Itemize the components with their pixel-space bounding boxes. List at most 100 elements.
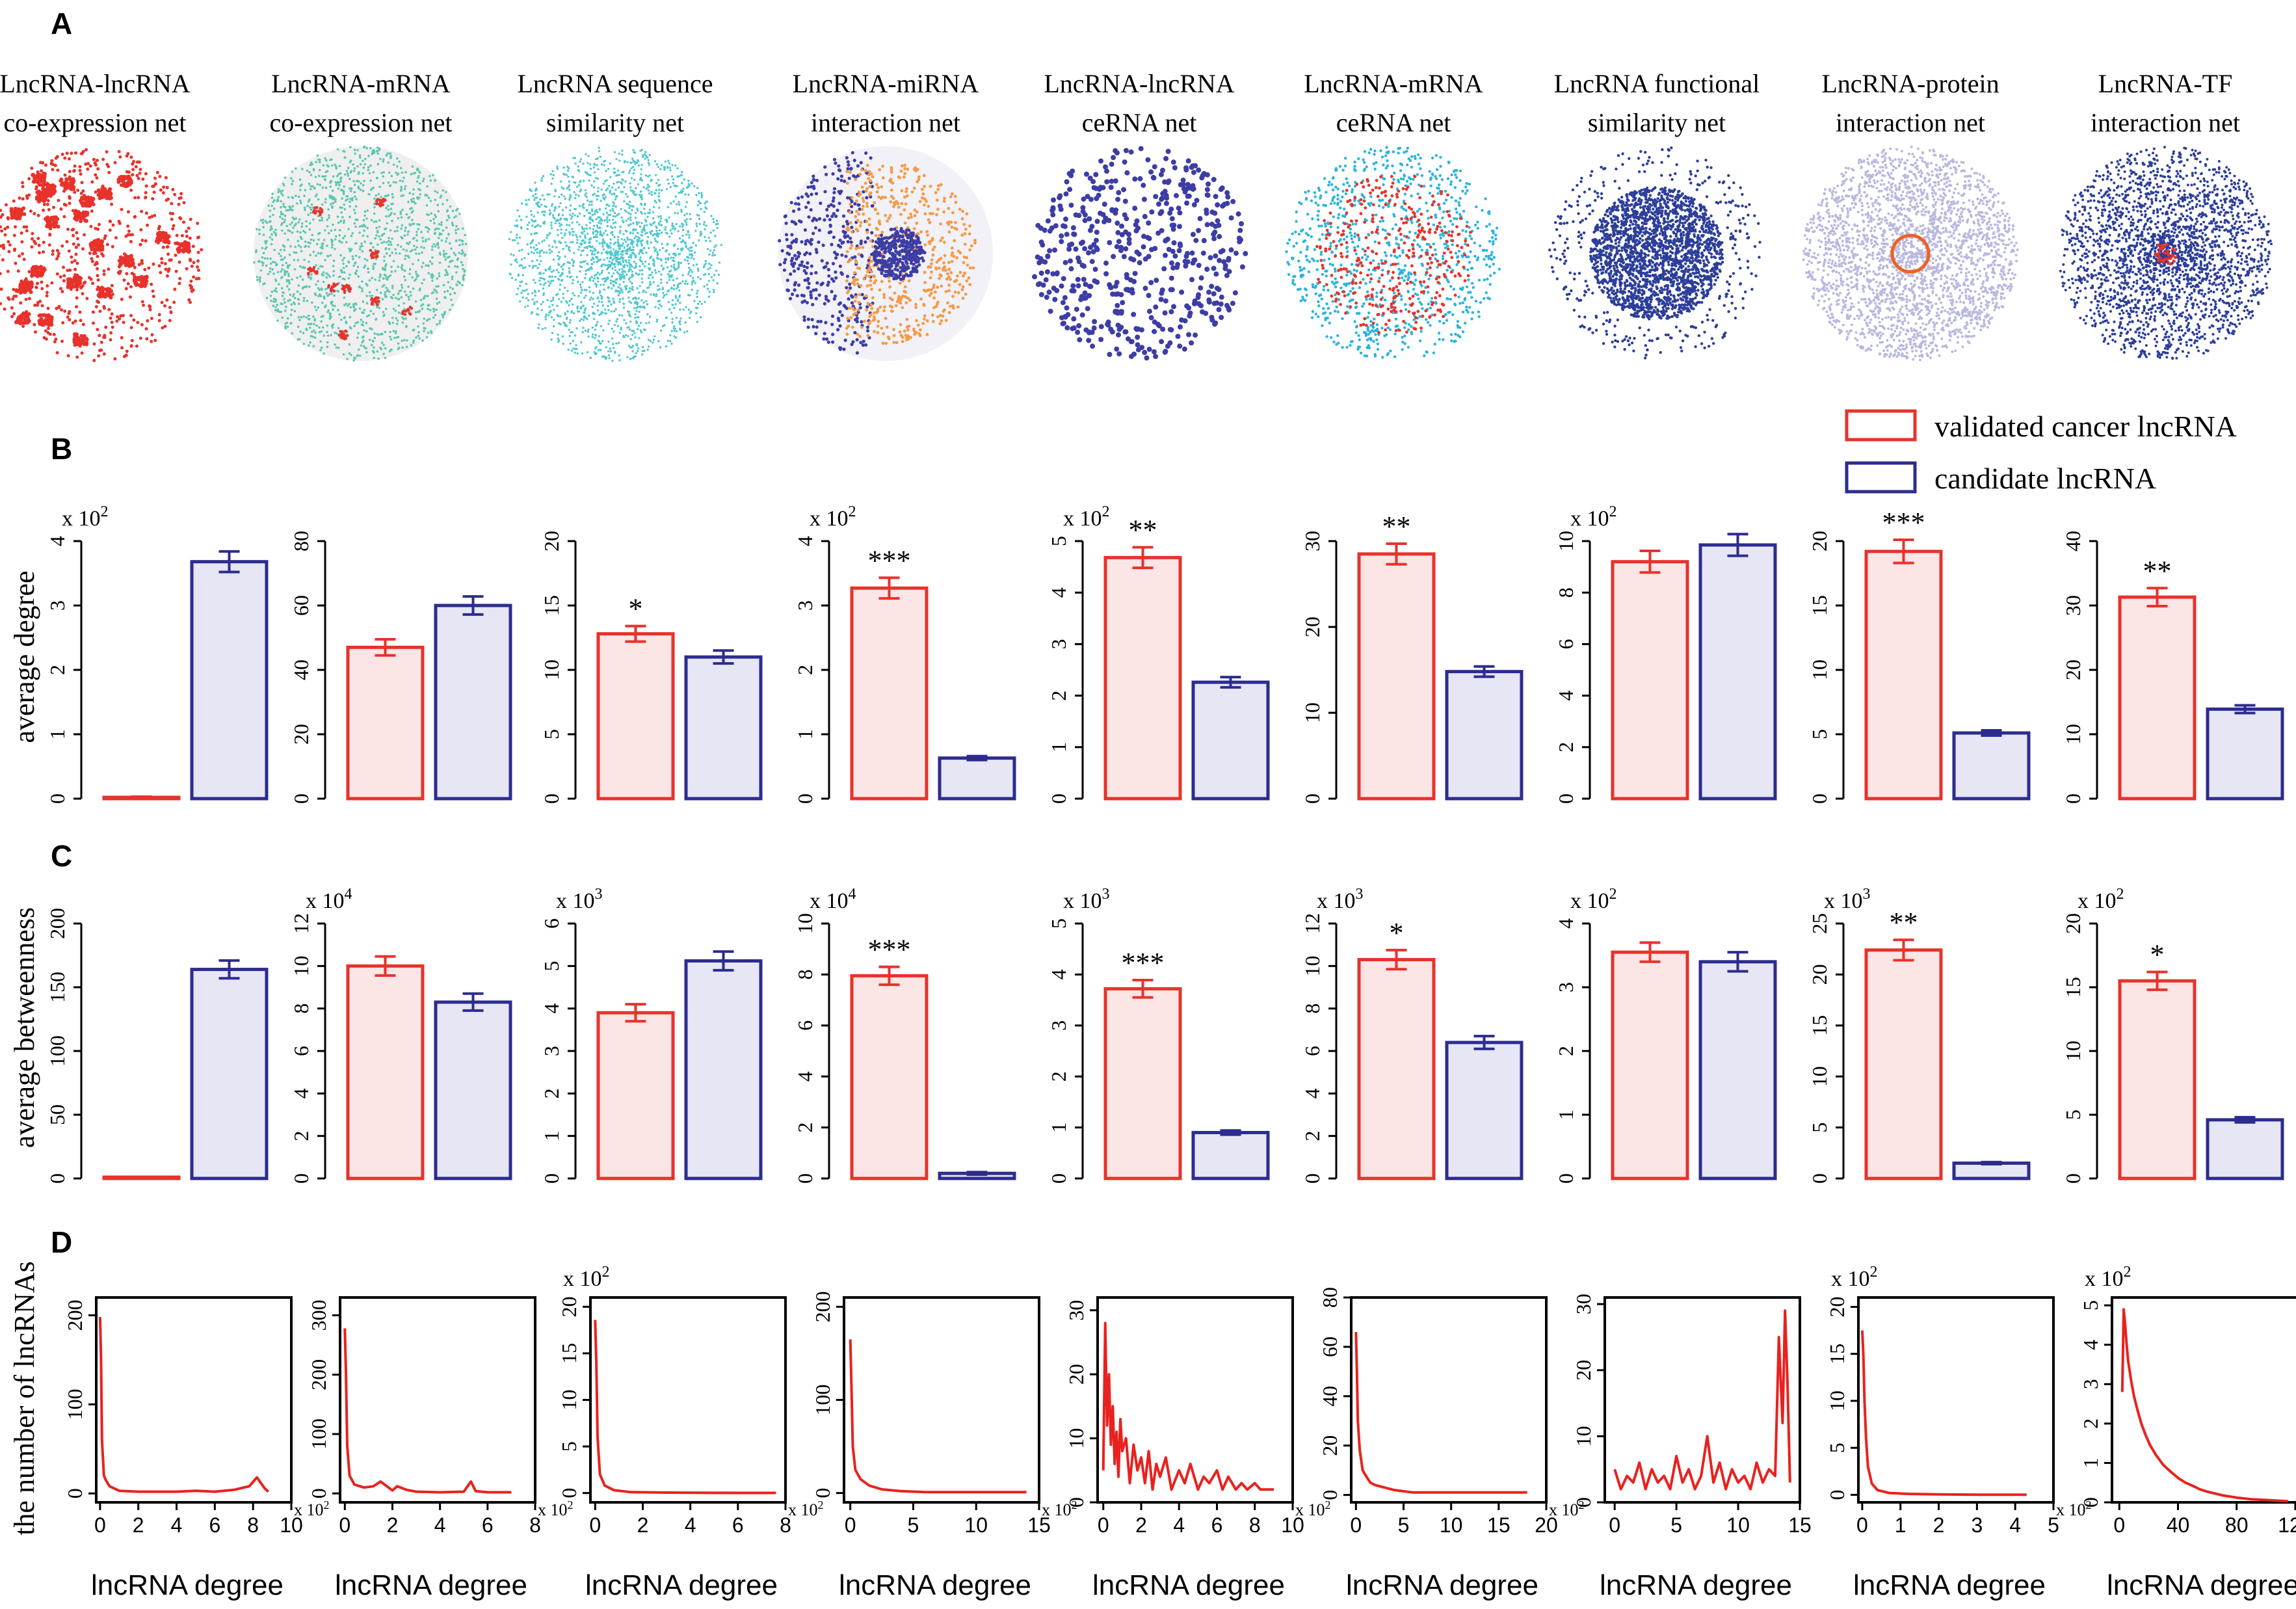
x-tick-label: 2 xyxy=(387,1513,399,1537)
y-scale-base: x 10 xyxy=(1831,1267,1870,1291)
network-graph xyxy=(1548,146,1762,360)
y-tick-label: 20 xyxy=(2061,659,2085,680)
y-tick-label: 10 xyxy=(1300,955,1324,976)
y-tick-label: 10 xyxy=(2061,1041,2085,1061)
x-tick-label: 0 xyxy=(1856,1513,1868,1537)
y-tick-label: 1 xyxy=(793,729,817,739)
x-tick-label: 0 xyxy=(1350,1513,1362,1537)
x-scale-exp: 2 xyxy=(568,1498,574,1511)
y-tick-label: 1 xyxy=(540,1131,563,1141)
y-tick-label: 4 xyxy=(2079,1340,2102,1350)
degree-distribution-line xyxy=(1613,1309,1791,1491)
y-tick-label: 0 xyxy=(1808,1173,1831,1184)
y-tick-label: 0 xyxy=(307,1488,330,1498)
panel-label-c: C xyxy=(51,839,72,873)
y-tick-label: 10 xyxy=(289,955,313,976)
degree-distribution-line xyxy=(594,1320,776,1495)
y-tick-label: 5 xyxy=(557,1441,581,1452)
axis-scale-label: x 102 xyxy=(810,503,856,531)
network-graph xyxy=(778,146,993,361)
x-tick-label: 5 xyxy=(1398,1513,1410,1537)
y-tick-label: 3 xyxy=(1047,639,1070,649)
y-tick-label: 10 xyxy=(1572,1426,1595,1446)
x-tick-label: 0 xyxy=(94,1513,106,1537)
x-tick-label: 8 xyxy=(1249,1513,1261,1537)
y-tick-label: 200 xyxy=(46,908,69,939)
axis-scale-label: x 103 xyxy=(1824,886,1871,913)
x-tick-label: 5 xyxy=(908,1513,919,1537)
degree-distribution-line xyxy=(98,1317,270,1493)
x-tick-label: 8 xyxy=(529,1513,541,1537)
significance-marker: * xyxy=(1390,917,1404,949)
x-scale-exp: 2 xyxy=(1072,1498,1077,1511)
bar-candidate xyxy=(434,1000,512,1180)
y-tick-label: 80 xyxy=(289,531,313,552)
x-axis-label: lncRNA degree xyxy=(1853,1569,2046,1601)
y-tick-label: 0 xyxy=(46,1173,69,1184)
bar-chart-6: 0 10 20 30 ** xyxy=(1300,511,1524,804)
y-tick-label: 0 xyxy=(540,793,563,804)
network-9: LncRNA-TF interaction net xyxy=(2059,69,2273,360)
axis-scale-base: x 10 xyxy=(306,889,345,913)
y-tick-label: 80 xyxy=(1318,1287,1341,1308)
x-scale-exp: 2 xyxy=(1579,1498,1585,1511)
axis-scale-base: x 10 xyxy=(62,507,101,531)
y-tick-label: 0 xyxy=(540,1173,563,1184)
y-tick-label: 50 xyxy=(46,1104,69,1125)
panel-label-d: D xyxy=(51,1225,72,1259)
y-tick-label: 0 xyxy=(2061,793,2085,804)
y-tick-label: 5 xyxy=(1825,1443,1849,1453)
x-tick-label: 10 xyxy=(1281,1513,1304,1537)
y-tick-label: 3 xyxy=(2079,1379,2102,1389)
network-title-line2: co-expression net xyxy=(269,108,452,137)
legend-swatch-candidate xyxy=(1845,461,1917,494)
bar-validated xyxy=(346,645,425,801)
plot-frame xyxy=(589,1296,787,1504)
axis-scale-label: x 102 xyxy=(1570,503,1617,531)
x-tick-label: 1 xyxy=(1895,1513,1907,1537)
y-tick-label: 0 xyxy=(1554,793,1577,804)
network-title-line1: LncRNA-mRNA xyxy=(271,69,451,98)
bar-validated xyxy=(850,974,929,1180)
bar-chart-3: 0 5 10 15 20 * xyxy=(540,531,763,804)
x-tick-label: 6 xyxy=(209,1513,220,1537)
y-tick-label: 10 xyxy=(1808,659,1831,680)
y-tick-label: 3 xyxy=(1047,1020,1070,1031)
bar-validated xyxy=(1611,560,1689,801)
x-tick-label: 20 xyxy=(1535,1513,1558,1537)
y-scale-label: x 102 xyxy=(1831,1264,1878,1291)
axis-scale-exp: 4 xyxy=(849,886,856,903)
x-scale-exp: 2 xyxy=(818,1498,824,1511)
axis-scale-exp: 3 xyxy=(1863,886,1871,903)
x-scale-base: x 10 xyxy=(2056,1500,2086,1519)
y-tick-label: 1 xyxy=(2079,1457,2102,1468)
network-title-line2: similarity net xyxy=(1588,108,1726,137)
y-tick-label: 30 xyxy=(1300,531,1324,552)
x-axis-label: lncRNA degree xyxy=(1092,1569,1285,1601)
y-tick-label: 0 xyxy=(2079,1497,2102,1508)
axis-scale-label: x 102 xyxy=(1570,886,1617,913)
bar-validated xyxy=(1357,552,1436,801)
y-tick-label: 2 xyxy=(1300,1131,1324,1141)
bar-chart-8: 0 5 10 15 20 25x 103 ** xyxy=(1808,886,2031,1184)
y-tick-label: 2 xyxy=(1047,691,1070,701)
axis-scale-label: x 103 xyxy=(556,886,603,913)
x-scale-exp: 2 xyxy=(2086,1498,2092,1511)
y-scale-exp: 2 xyxy=(602,1264,610,1281)
y-scale-label: x 102 xyxy=(2085,1264,2131,1291)
x-tick-label: 15 xyxy=(1027,1513,1051,1537)
axis-scale-exp: 2 xyxy=(849,503,856,520)
y-tick-label: 0 xyxy=(1572,1497,1595,1508)
x-axis-label: lncRNA degree xyxy=(91,1569,284,1601)
axis-scale-exp: 3 xyxy=(1356,886,1364,903)
network-title-line2: co-expression net xyxy=(3,108,186,137)
network-title-line1: LncRNA sequence xyxy=(517,69,713,98)
significance-marker: *** xyxy=(868,544,911,576)
bar-validated xyxy=(1357,958,1436,1180)
